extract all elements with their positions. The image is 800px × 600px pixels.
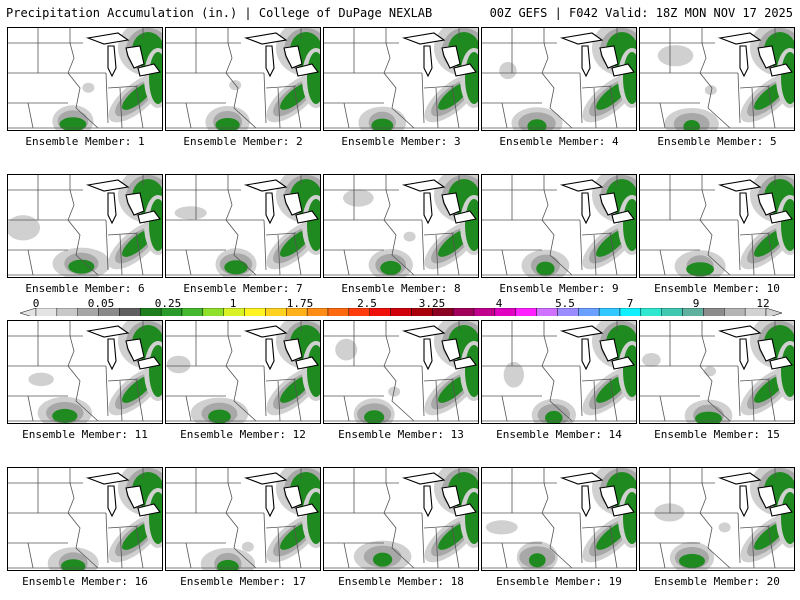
- colorbar-swatch: [703, 308, 725, 316]
- colorbar-swatch: [119, 308, 141, 316]
- ensemble-member-label: Ensemble Member: 11: [22, 428, 148, 441]
- colorbar-swatch: [327, 308, 350, 316]
- colorbar-tick-label: 4: [495, 297, 503, 310]
- ensemble-member-map: [7, 467, 163, 571]
- ensemble-member-label: Ensemble Member: 12: [180, 428, 306, 441]
- colorbar-swatch: [265, 308, 287, 316]
- ensemble-member-map: [639, 174, 795, 278]
- ensemble-member-map: [7, 27, 163, 131]
- colorbar-swatch: [452, 308, 475, 316]
- colorbar-swatch: [640, 308, 662, 316]
- colorbar-swatch: [724, 308, 746, 316]
- colorbar-strip: [20, 308, 783, 316]
- colorbar-swatch: [473, 308, 496, 316]
- colorbar-tick-label: 9: [692, 297, 700, 310]
- ensemble-member-label: Ensemble Member: 18: [338, 575, 464, 588]
- ensemble-member-label: Ensemble Member: 19: [496, 575, 622, 588]
- ensemble-member-map: [639, 467, 795, 571]
- colorbar-tick-label: 3.25: [418, 297, 446, 310]
- colorbar-swatch: [181, 308, 204, 316]
- ensemble-member-label: Ensemble Member: 14: [496, 428, 622, 441]
- colorbar-tick-label: 0.25: [154, 297, 182, 310]
- ensemble-member-label: Ensemble Member: 2: [183, 135, 303, 148]
- colorbar-swatch: [578, 308, 600, 316]
- ensemble-member-label: Ensemble Member: 20: [654, 575, 780, 588]
- ensemble-member-label: Ensemble Member: 4: [499, 135, 619, 148]
- ensemble-member-label: Ensemble Member: 5: [657, 135, 777, 148]
- ensemble-member-map: [165, 27, 321, 131]
- map-title: Precipitation Accumulation (in.) | Colle…: [6, 6, 433, 20]
- ensemble-member-label: Ensemble Member: 3: [341, 135, 461, 148]
- ensemble-member-label: Ensemble Member: 7: [183, 282, 303, 295]
- ensemble-member-map: [481, 174, 637, 278]
- ensemble-member-map: [481, 467, 637, 571]
- colorbar-swatch: [390, 308, 412, 316]
- colorbar-swatch: [515, 308, 537, 316]
- ensemble-member-map: [323, 467, 479, 571]
- ensemble-member-label: Ensemble Member: 8: [341, 282, 461, 295]
- colorbar-tick-label: 1.75: [286, 297, 314, 310]
- colorbar-swatch: [661, 308, 683, 316]
- ensemble-member-map: [323, 174, 479, 278]
- ensemble-member-label: Ensemble Member: 16: [22, 575, 148, 588]
- colorbar-swatch: [244, 308, 266, 316]
- ensemble-member-map: [165, 174, 321, 278]
- colorbar-tick-label: 12: [756, 297, 770, 310]
- ensemble-member-label: Ensemble Member: 9: [499, 282, 619, 295]
- run-info: 00Z GEFS | F042 Valid: 18Z MON NOV 17 20…: [489, 6, 793, 20]
- ensemble-member-map: [481, 27, 637, 131]
- ensemble-member-label: Ensemble Member: 6: [25, 282, 145, 295]
- ensemble-member-label: Ensemble Member: 13: [338, 428, 464, 441]
- ensemble-member-map: [7, 174, 163, 278]
- ensemble-member-map: [639, 27, 795, 131]
- colorbar-tick-label: 0: [32, 297, 40, 310]
- ensemble-member-map: [323, 320, 479, 424]
- ensemble-member-map: [481, 320, 637, 424]
- ensemble-member-map: [639, 320, 795, 424]
- ensemble-member-label: Ensemble Member: 17: [180, 575, 306, 588]
- ensemble-member-label: Ensemble Member: 10: [654, 282, 780, 295]
- colorbar-tick-label: 2.5: [357, 297, 377, 310]
- colorbar-tick-label: 1: [229, 297, 237, 310]
- ensemble-member-map: [323, 27, 479, 131]
- ensemble-member-map: [165, 467, 321, 571]
- ensemble-member-map: [165, 320, 321, 424]
- colorbar-tick-label: 7: [626, 297, 634, 310]
- ensemble-member-label: Ensemble Member: 1: [25, 135, 145, 148]
- colorbar-right-arrow: [765, 308, 783, 316]
- ensemble-member-map: [7, 320, 163, 424]
- colorbar-swatch: [598, 308, 621, 316]
- colorbar-swatch: [56, 308, 78, 316]
- colorbar-tick-label: 5.5: [555, 297, 575, 310]
- colorbar-tick-label: 0.05: [87, 297, 115, 310]
- colorbar-swatch: [202, 308, 224, 316]
- ensemble-member-label: Ensemble Member: 15: [654, 428, 780, 441]
